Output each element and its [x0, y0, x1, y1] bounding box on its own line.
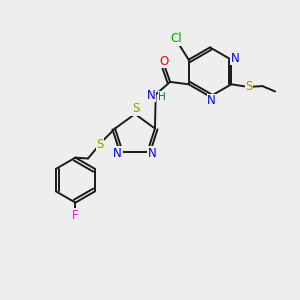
Text: H: H — [158, 92, 166, 102]
Text: S: S — [132, 102, 139, 115]
Text: F: F — [72, 209, 79, 222]
Text: S: S — [96, 138, 104, 151]
Text: S: S — [245, 80, 253, 93]
Text: O: O — [160, 55, 169, 68]
Text: N: N — [207, 94, 216, 107]
Text: N: N — [148, 147, 157, 160]
Text: N: N — [147, 88, 156, 102]
Text: Cl: Cl — [170, 32, 182, 45]
Text: N: N — [113, 147, 122, 160]
Text: N: N — [231, 52, 240, 65]
